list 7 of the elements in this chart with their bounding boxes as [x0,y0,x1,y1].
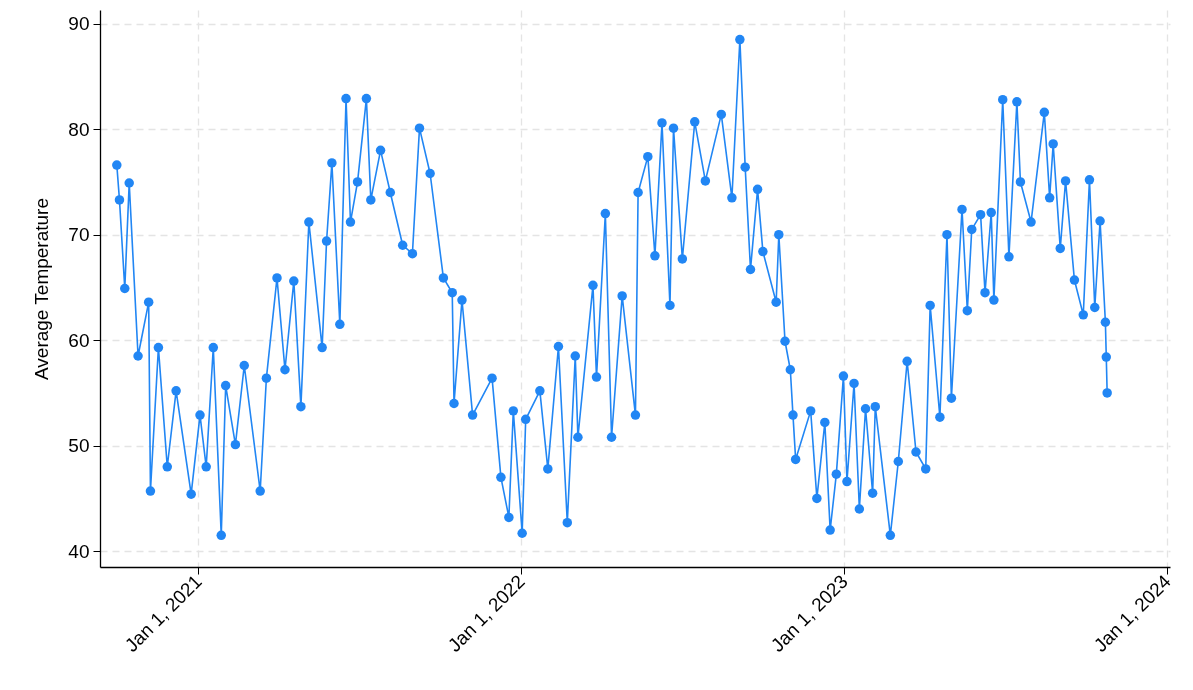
y-tick-label: 80 [68,118,90,140]
y-tick-label: 50 [68,435,90,457]
y-tick-label: 70 [68,224,90,246]
y-tick-label: 60 [68,329,90,351]
y-tick-label: 40 [68,540,90,562]
y-tick-label: 90 [68,13,90,35]
y-axis-title: Average Temperature [31,197,53,381]
